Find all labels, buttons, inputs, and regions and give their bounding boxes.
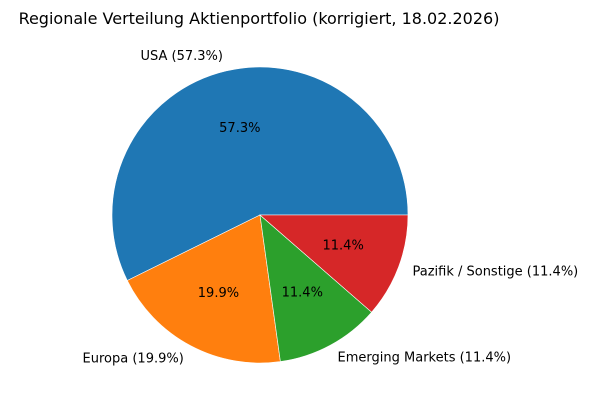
slice-label-1: Europa (19.9%) bbox=[83, 351, 184, 366]
pie-slices bbox=[111, 66, 409, 364]
pie-slice-2 bbox=[259, 214, 373, 362]
slice-label-3: Pazifik / Sonstige (11.4%) bbox=[412, 265, 578, 280]
pie-labels: USA (57.3%) 57.3% Europa (19.9%) 19.9% Emerg… bbox=[83, 49, 579, 366]
pie-slice-3 bbox=[259, 214, 409, 313]
chart-title: Regionale Verteilung Aktienportfolio (ko… bbox=[19, 9, 500, 28]
slice-percent-2: 11.4% bbox=[282, 286, 323, 301]
pie-slice-1 bbox=[126, 214, 281, 364]
slice-label-0: USA (57.3%) bbox=[141, 49, 223, 64]
slice-label-2: Emerging Markets (11.4%) bbox=[338, 351, 512, 366]
slice-percent-0: 57.3% bbox=[219, 121, 260, 136]
pie-slice-0 bbox=[111, 66, 409, 281]
slice-percent-3: 11.4% bbox=[323, 239, 364, 254]
slice-percent-1: 19.9% bbox=[198, 286, 239, 301]
